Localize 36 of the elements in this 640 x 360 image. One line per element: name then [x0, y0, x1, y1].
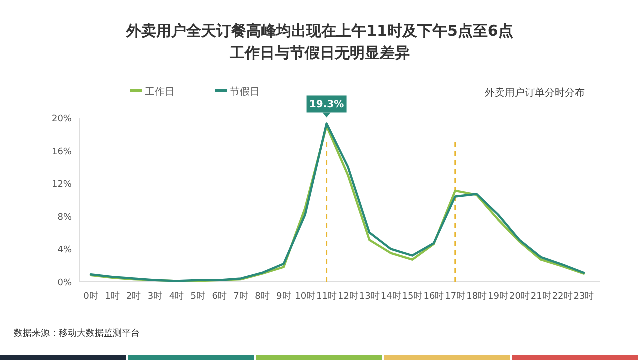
- x-tick-label: 2时: [126, 291, 142, 302]
- x-tick-label: 6时: [212, 291, 227, 302]
- x-tick-label: 13时: [359, 291, 380, 302]
- x-tick-label: 4时: [169, 291, 184, 302]
- source-note: 数据来源：移动大数据监测平台: [14, 328, 140, 339]
- x-tick-label: 14时: [380, 291, 402, 302]
- x-tick-label: 18时: [466, 291, 488, 302]
- x-tick-label: 16时: [424, 291, 444, 302]
- x-tick-label: 23时: [574, 291, 594, 302]
- x-tick-label: 21时: [530, 291, 552, 302]
- y-tick-label: 0%: [58, 278, 72, 288]
- x-tick-label: 10时: [295, 291, 316, 302]
- x-tick-label: 5时: [190, 291, 206, 302]
- y-tick-label: 20%: [52, 114, 72, 124]
- x-tick-label: 11时: [316, 291, 338, 302]
- x-tick-label: 0时: [84, 291, 98, 302]
- chart-subtitle: 外卖用户订单分时分布: [485, 87, 585, 99]
- x-tick-label: 1时: [105, 291, 120, 302]
- x-tick-label: 8时: [255, 291, 270, 302]
- x-tick-label: 15时: [402, 291, 423, 302]
- legend-label: 工作日: [145, 87, 175, 98]
- x-tick-label: 3时: [148, 291, 163, 302]
- annotation: 19.3%: [309, 100, 344, 111]
- y-tick-label: 4%: [58, 246, 72, 256]
- x-tick-label: 12时: [338, 291, 358, 302]
- y-tick-label: 8%: [58, 212, 72, 223]
- x-tick-label: 22时: [552, 291, 573, 302]
- x-tick-label: 19时: [488, 291, 508, 302]
- x-tick-label: 7时: [234, 291, 248, 302]
- x-tick-label: 20时: [509, 291, 530, 302]
- chart-title: 外卖用户全天订餐高峰均出现在上午11时及下午5点至6点工作日与节假日无明显差异: [126, 22, 514, 62]
- x-tick-label: 9时: [276, 291, 292, 302]
- legend-label: 节假日: [230, 86, 260, 98]
- y-tick-label: 16%: [52, 147, 72, 158]
- x-tick-label: 17时: [445, 291, 466, 302]
- y-tick-label: 12%: [52, 180, 72, 190]
